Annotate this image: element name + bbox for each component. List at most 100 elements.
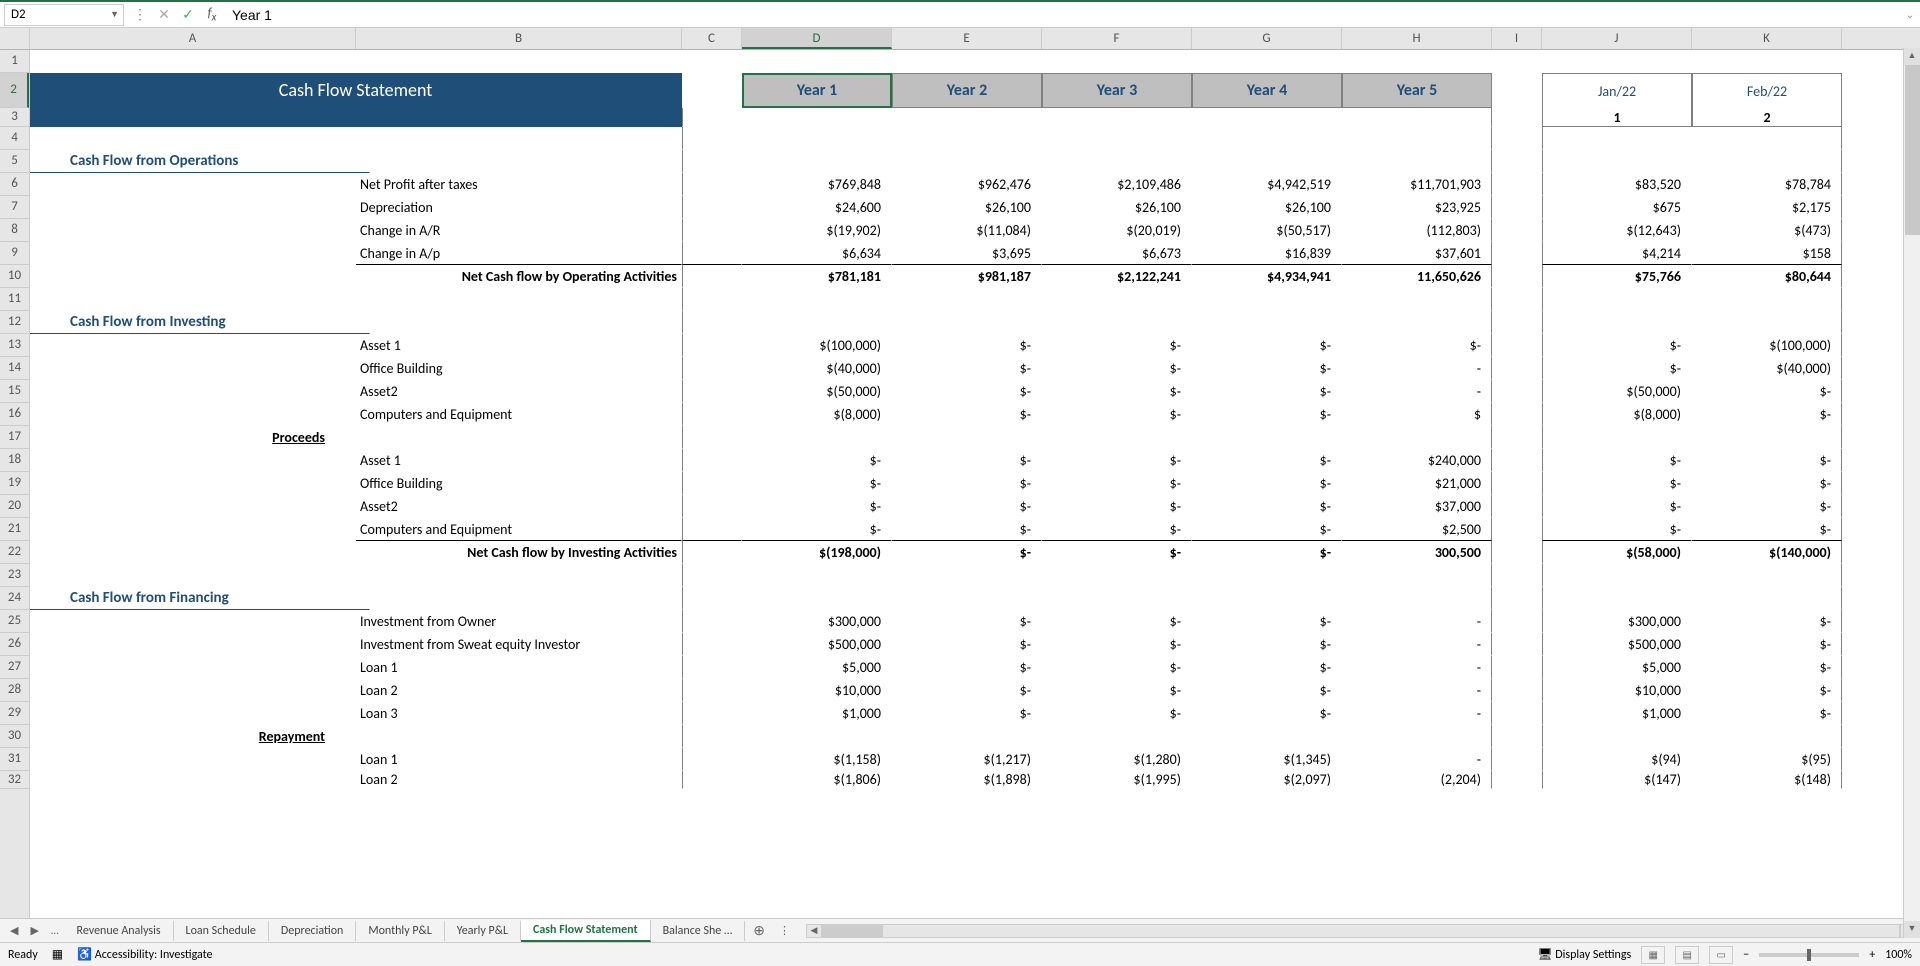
- cell[interactable]: $-: [892, 495, 1042, 518]
- col-header-i[interactable]: I: [1492, 28, 1542, 49]
- cell[interactable]: $-: [1542, 357, 1692, 380]
- cell[interactable]: [1192, 564, 1342, 587]
- row-header[interactable]: 7: [0, 196, 29, 219]
- row-header[interactable]: 11: [0, 288, 29, 311]
- cell[interactable]: [1342, 127, 1492, 150]
- cell[interactable]: $962,476: [892, 173, 1042, 196]
- tab-nav-prev-icon[interactable]: ◀: [4, 924, 24, 937]
- cell[interactable]: $-: [1042, 357, 1192, 380]
- cell[interactable]: [892, 311, 1042, 334]
- cell[interactable]: [682, 748, 742, 771]
- col-header-e[interactable]: E: [892, 28, 1042, 49]
- cell[interactable]: 300,500: [1342, 541, 1492, 564]
- cell[interactable]: [1492, 771, 1542, 789]
- cell[interactable]: $10,000: [1542, 679, 1692, 702]
- col-header-k[interactable]: K: [1692, 28, 1842, 49]
- cell[interactable]: [30, 334, 356, 357]
- cell[interactable]: [30, 656, 356, 679]
- cell[interactable]: [1492, 426, 1542, 449]
- cell[interactable]: $37,000: [1342, 495, 1492, 518]
- cell[interactable]: $-: [892, 679, 1042, 702]
- cell[interactable]: $300,000: [742, 610, 892, 633]
- cell[interactable]: $500,000: [1542, 633, 1692, 656]
- cell[interactable]: [682, 449, 742, 472]
- cell[interactable]: [742, 288, 892, 311]
- cell[interactable]: [1542, 725, 1692, 748]
- cell[interactable]: [682, 173, 742, 196]
- sheet-tab[interactable]: Balance She …: [651, 921, 746, 941]
- cell[interactable]: [1042, 288, 1192, 311]
- cell[interactable]: $(11,084): [892, 219, 1042, 242]
- cell[interactable]: $(148): [1692, 771, 1842, 789]
- cell[interactable]: [892, 127, 1042, 150]
- cell[interactable]: $(20,019): [1042, 219, 1192, 242]
- cell[interactable]: $158: [1692, 242, 1842, 265]
- cell[interactable]: [742, 587, 892, 610]
- cell[interactable]: [682, 725, 742, 748]
- cell[interactable]: -: [1342, 610, 1492, 633]
- cell[interactable]: $-: [1042, 518, 1192, 541]
- row-header[interactable]: 29: [0, 702, 29, 725]
- row-header[interactable]: 27: [0, 656, 29, 679]
- cell[interactable]: $5,000: [1542, 656, 1692, 679]
- new-sheet-icon[interactable]: ⊕: [745, 922, 773, 939]
- cell[interactable]: [1692, 587, 1842, 610]
- cell[interactable]: $(58,000): [1542, 541, 1692, 564]
- cell[interactable]: $-: [892, 541, 1042, 564]
- col-header-a[interactable]: A: [30, 28, 356, 49]
- cell[interactable]: $2,175: [1692, 196, 1842, 219]
- cell[interactable]: [1542, 288, 1692, 311]
- cell[interactable]: $-: [1692, 518, 1842, 541]
- cell[interactable]: [30, 610, 356, 633]
- cell[interactable]: [682, 702, 742, 725]
- cell[interactable]: $80,644: [1692, 265, 1842, 288]
- name-box-dropdown-icon[interactable]: ▼: [110, 9, 119, 20]
- cell[interactable]: $6,673: [1042, 242, 1192, 265]
- cell[interactable]: $(1,217): [892, 748, 1042, 771]
- sheet-tab[interactable]: Yearly P&L: [445, 921, 521, 941]
- hscroll-track[interactable]: [822, 924, 1900, 938]
- cell[interactable]: [682, 403, 742, 426]
- cell[interactable]: $(50,517): [1192, 219, 1342, 242]
- cell[interactable]: -: [1342, 748, 1492, 771]
- cell[interactable]: $4,934,941: [1192, 265, 1342, 288]
- cell[interactable]: [1492, 587, 1542, 610]
- row-header[interactable]: 6: [0, 173, 29, 196]
- cell[interactable]: $-: [1192, 380, 1342, 403]
- row-header[interactable]: 13: [0, 334, 29, 357]
- cell[interactable]: [30, 472, 356, 495]
- cell[interactable]: $78,784: [1692, 173, 1842, 196]
- cell[interactable]: [1042, 108, 1192, 127]
- cell[interactable]: $(2,097): [1192, 771, 1342, 789]
- cell[interactable]: [1492, 541, 1542, 564]
- cell[interactable]: (2,204): [1342, 771, 1492, 789]
- cell[interactable]: $4,942,519: [1192, 173, 1342, 196]
- cell[interactable]: $-: [742, 472, 892, 495]
- cell[interactable]: $-: [1192, 541, 1342, 564]
- row-header[interactable]: 9: [0, 242, 29, 265]
- cell[interactable]: [30, 633, 356, 656]
- row-header[interactable]: 30: [0, 725, 29, 748]
- scroll-up-icon[interactable]: ▲: [1904, 48, 1920, 65]
- cell[interactable]: $11,701,903: [1342, 173, 1492, 196]
- row-header[interactable]: 16: [0, 403, 29, 426]
- row-header[interactable]: 12: [0, 311, 29, 334]
- cell[interactable]: $10,000: [742, 679, 892, 702]
- cell[interactable]: $(1,806): [742, 771, 892, 789]
- cell[interactable]: $-: [1692, 403, 1842, 426]
- cell[interactable]: [1192, 587, 1342, 610]
- cell[interactable]: [1492, 725, 1542, 748]
- cell[interactable]: [1692, 725, 1842, 748]
- formula-input[interactable]: [224, 7, 1900, 23]
- cell[interactable]: $83,520: [1542, 173, 1692, 196]
- cell[interactable]: [682, 564, 742, 587]
- scroll-thumb[interactable]: [1905, 65, 1920, 235]
- cell[interactable]: $(19,902): [742, 219, 892, 242]
- cell[interactable]: [1492, 449, 1542, 472]
- cell[interactable]: [30, 518, 356, 541]
- cell[interactable]: [1492, 357, 1542, 380]
- cell[interactable]: [682, 219, 742, 242]
- col-header-c[interactable]: C: [682, 28, 742, 49]
- cell[interactable]: $-: [1692, 633, 1842, 656]
- col-header-d[interactable]: D: [742, 28, 892, 49]
